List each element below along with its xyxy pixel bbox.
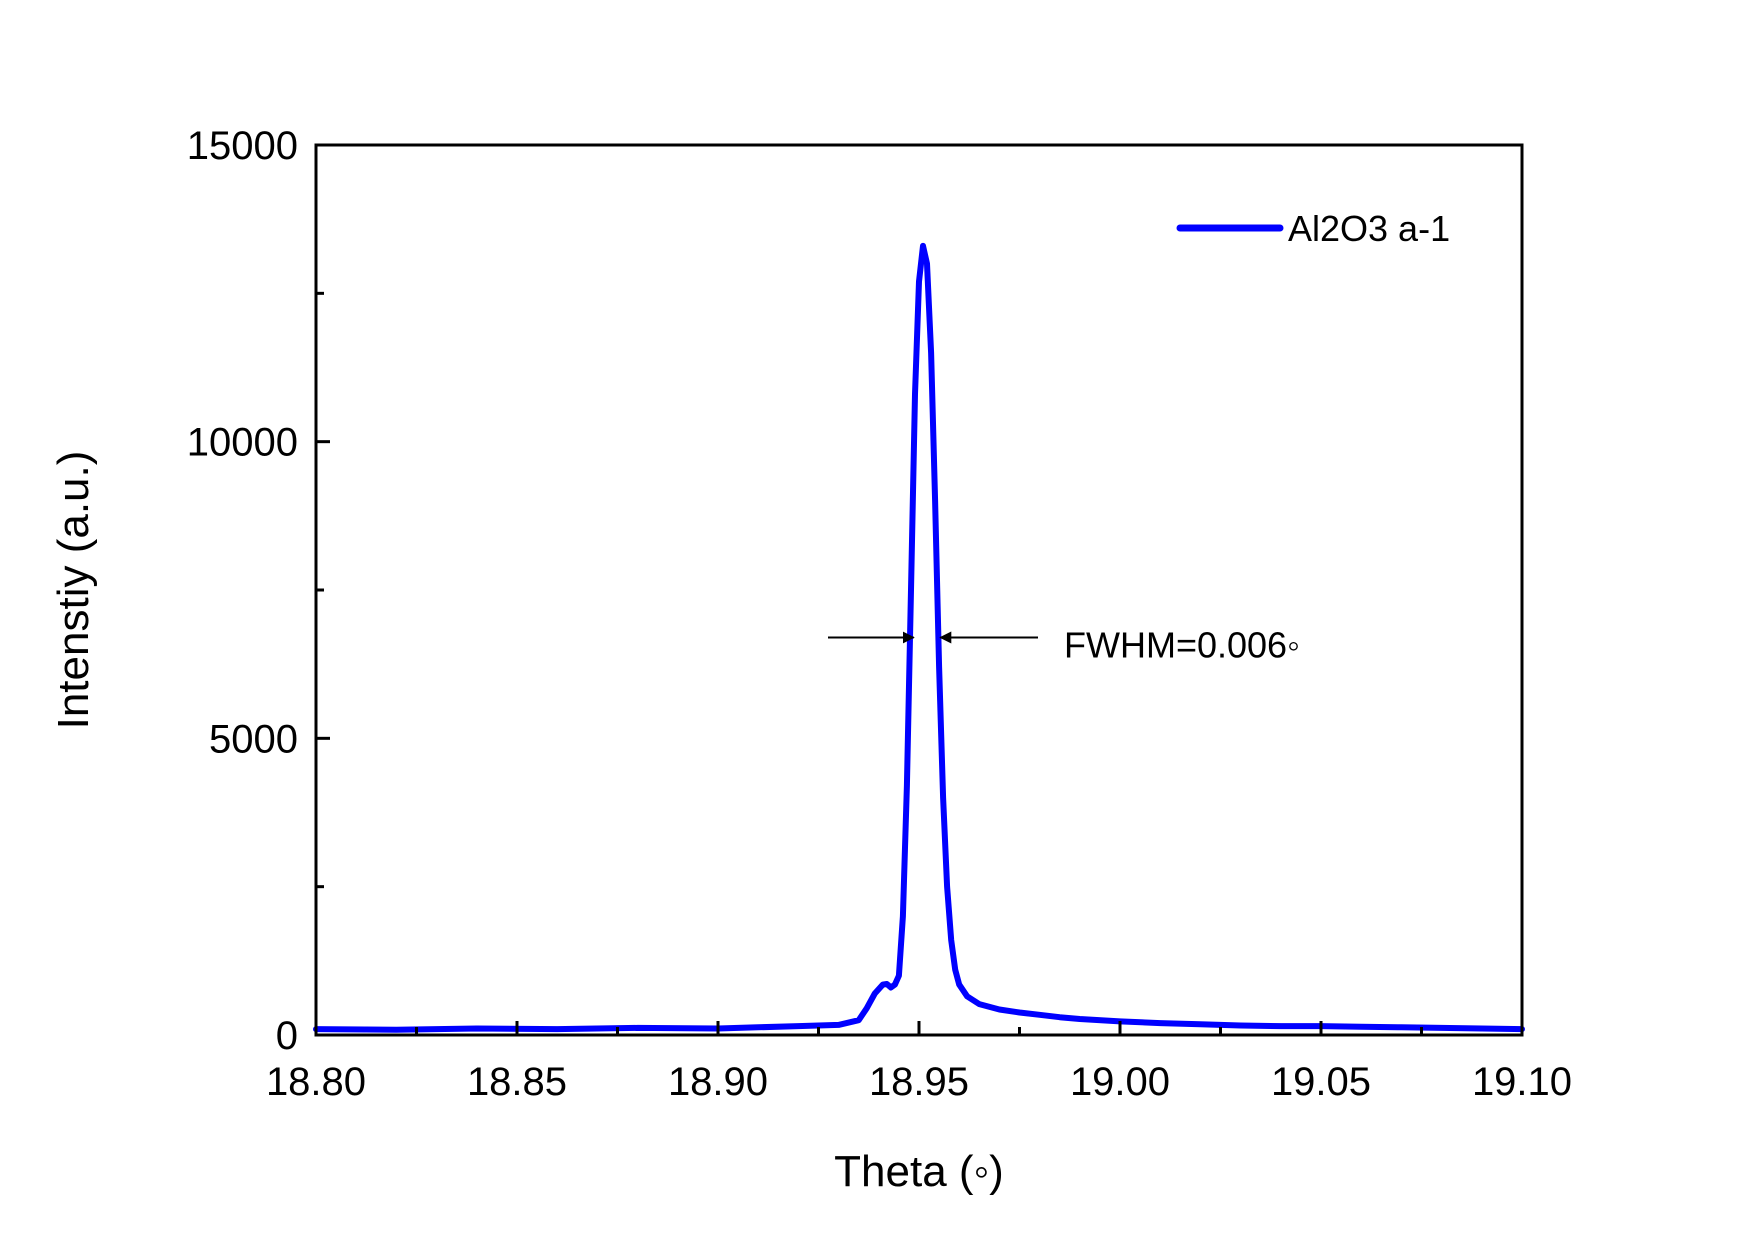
x-tick-label: 19.00 xyxy=(1070,1060,1170,1104)
y-tick-label: 5000 xyxy=(209,717,298,761)
x-tick-label: 19.05 xyxy=(1271,1060,1371,1104)
x-tick-label: 18.95 xyxy=(869,1060,969,1104)
x-tick-label: 19.10 xyxy=(1472,1060,1572,1104)
tick-labels: 18.80 18.85 18.90 18.95 19.00 19.05 19.10 0 5000… xyxy=(187,124,1572,1104)
x-axis-title: Theta (◦) xyxy=(834,1147,1004,1196)
y-axis-title: Intenstiy (a.u.) xyxy=(49,451,98,730)
x-tick-label: 18.85 xyxy=(467,1060,567,1104)
axis-ticks xyxy=(314,143,1524,1037)
plot-area xyxy=(313,242,1525,1033)
legend: Al2O3 a-1 xyxy=(1176,208,1450,249)
fwhm-label: FWHM=0.006◦ xyxy=(1064,624,1300,665)
legend-label: Al2O3 a-1 xyxy=(1288,208,1450,249)
series-line-0 xyxy=(313,242,1525,1033)
fwhm-annotation: FWHM=0.006◦ xyxy=(828,624,1300,665)
y-tick-label: 15000 xyxy=(187,124,298,168)
x-tick-label: 18.90 xyxy=(668,1060,768,1104)
y-tick-label: 10000 xyxy=(187,421,298,465)
y-tick-label: 0 xyxy=(276,1014,298,1058)
x-tick-label: 18.80 xyxy=(266,1060,366,1104)
